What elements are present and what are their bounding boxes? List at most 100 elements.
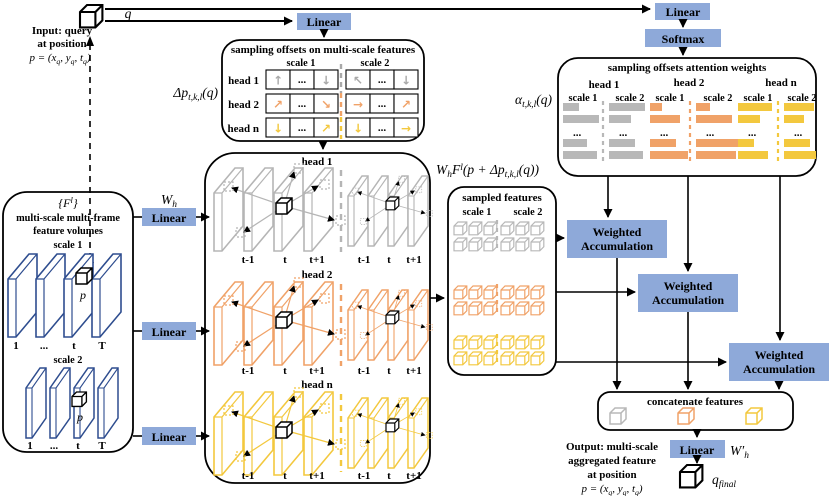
output-caption-line1: Output: multi-scale	[566, 441, 658, 453]
input-query-block: q Input: query at position p = (xq, yq, …	[28, 3, 132, 272]
attn-bar-dots: ...	[794, 127, 803, 139]
offset-cell-dots: ...	[378, 74, 387, 86]
p-label-scale2: p	[76, 410, 83, 424]
attn-bar-head-n	[784, 151, 816, 159]
output-position-formula: p = (xq, yq, tq)	[580, 483, 642, 496]
attn-bar-head-1	[563, 139, 587, 147]
sampled-features-box: sampled features scale 1 scale 2	[447, 186, 557, 376]
attention-weights-box	[557, 57, 817, 177]
offset-cell	[393, 93, 419, 114]
offset-cell	[393, 69, 419, 90]
offset-arrow-icon: ↗	[273, 98, 283, 112]
attn-h2-scale1: scale 1	[656, 93, 685, 104]
softmax-box	[645, 29, 721, 47]
feature-volumes-box: {Fl} multi-scale multi-frame feature vol…	[2, 191, 134, 453]
sampled-features-title: sampled features	[462, 192, 542, 204]
head1-tplus-s2: t+1	[406, 254, 421, 266]
head1-t: t	[283, 254, 287, 266]
frame-label-T-b: T	[98, 440, 106, 452]
delta-p-formula: Δpt,k,l(q)	[172, 85, 218, 103]
sampled-cubes-head1	[453, 220, 545, 252]
offset-cell-dots: ...	[378, 98, 387, 110]
headn-tplus-s2: t+1	[406, 470, 421, 482]
offset-cell	[313, 117, 339, 138]
input-caption-line1: Input: query	[32, 25, 93, 37]
attn-bar-head-1	[563, 115, 599, 123]
attn-hn-scale2: scale 2	[788, 93, 817, 104]
offset-cell-dots: ...	[298, 98, 307, 110]
offsets-scale1-label: scale 1	[287, 58, 316, 69]
head1-tminus-s2: t-1	[358, 254, 371, 266]
frame-label-1b: 1	[27, 440, 33, 452]
offset-branch: Linear sampling offsets on multi-scale f…	[172, 13, 425, 150]
concat-cube-gray	[609, 407, 627, 425]
linear-output-box	[670, 440, 725, 458]
head1-tplus: t+1	[309, 254, 324, 266]
wa1-line1: Weighted	[593, 225, 642, 239]
attn-bar-head-2	[696, 151, 736, 159]
attn-bar-head-2	[650, 103, 662, 111]
attn-bar-head-1	[563, 103, 579, 111]
attn-bar-dots: ...	[706, 127, 715, 139]
offset-cells-grid: head 1 ↑... ↓ ↖... ↓ head 2 ↗... ↘ →... ↗ head n ↓.…	[228, 69, 419, 138]
offset-row-label: head 1	[228, 75, 259, 87]
attn-bar-head-n	[784, 139, 810, 147]
offset-arrow-icon: ↓	[353, 122, 363, 136]
attn-bar-head-2	[650, 151, 688, 159]
offset-arrow-icon: →	[353, 98, 363, 112]
linear-headn-box	[142, 427, 196, 445]
head2-scale2-slabs	[347, 289, 432, 361]
head2-tminus: t-1	[242, 365, 255, 377]
attn-bar-head-2	[696, 115, 732, 123]
position-cube-scale2	[71, 391, 88, 408]
attn-bar-head-n	[738, 103, 772, 111]
attn-bar-head-1	[609, 103, 645, 111]
attention-branch: Linear Softmax sampling offsets attentio…	[515, 3, 817, 177]
head1-query-cube	[275, 197, 293, 215]
attn-bar-dots: ...	[748, 127, 757, 139]
attn-h1-scale1: scale 1	[569, 93, 598, 104]
offset-cell	[313, 69, 339, 90]
offset-cell	[313, 93, 339, 114]
frame-label-dots-a: ...	[40, 340, 49, 352]
headn-scale2-slabs	[347, 397, 432, 469]
frame-label-T-a: T	[98, 340, 106, 352]
concat-cube-yellow	[745, 407, 763, 425]
attn-bar-dots: ...	[573, 127, 582, 139]
qfinal-label: qfinal	[712, 472, 736, 490]
wa2-line2: Accumulation	[652, 293, 724, 307]
sampled-scale2-label: scale 2	[514, 207, 543, 218]
linear-offsets-label: Linear	[307, 15, 342, 29]
head-projection-linears: Wh Linear Linear Linear	[133, 192, 210, 445]
left-scale2-label: scale 2	[54, 355, 83, 366]
offset-arrow-icon: ↘	[321, 98, 331, 112]
offset-arrow-icon: ↓	[321, 74, 331, 88]
offset-cell-dots: ...	[378, 122, 387, 134]
offset-cell	[393, 117, 419, 138]
offset-cell-dots: ...	[298, 122, 307, 134]
attn-bar-head-n	[738, 139, 754, 147]
sampled-formula: WhFl(p + Δpt,k,l(q))	[436, 162, 540, 180]
attn-bar-head-1	[609, 115, 631, 123]
attn-bar-head-2	[650, 115, 680, 123]
center-head1-label: head 1	[302, 156, 333, 168]
linear-attn-box	[655, 3, 710, 20]
p-label-scale1: p	[79, 288, 86, 302]
heads-box-outline	[204, 152, 431, 484]
attn-bar-head-n	[738, 151, 768, 159]
attn-head2-label: head 2	[674, 77, 705, 89]
attention-weight-bars: ..................	[563, 101, 816, 162]
linear-offsets-box	[297, 13, 351, 30]
sampled-features-outline	[447, 186, 557, 376]
offset-arrow-icon: ↓	[273, 122, 283, 136]
softmax-label: Softmax	[662, 32, 705, 46]
wa1-line2: Accumulation	[581, 239, 653, 253]
headn-t-s2: t	[387, 470, 391, 482]
attn-h1-scale2: scale 2	[616, 93, 645, 104]
offset-arrow-icon: →	[401, 122, 411, 136]
head2-t-s2: t	[387, 365, 391, 377]
frame-label-dots-b: ...	[50, 440, 59, 452]
head2-query-cube-s2	[385, 310, 400, 325]
weighted-accumulation-stage: Weighted Accumulation Weighted Accumulat…	[556, 176, 829, 390]
offsets-scale2-label: scale 2	[361, 58, 390, 69]
